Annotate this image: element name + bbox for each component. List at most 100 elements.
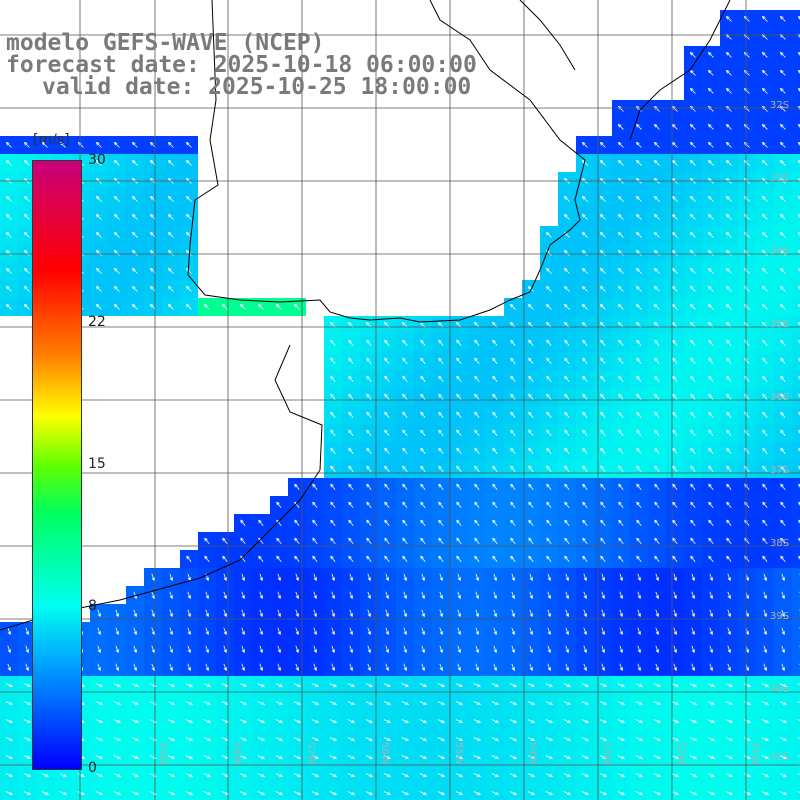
wind-arrow bbox=[23, 267, 30, 274]
wind-arrow bbox=[348, 429, 354, 436]
wind-arrow bbox=[457, 573, 461, 582]
wind-arrow bbox=[437, 773, 445, 778]
wind-arrow bbox=[545, 773, 553, 778]
wind-cell bbox=[792, 568, 800, 586]
wind-arrow bbox=[528, 537, 534, 544]
wind-arrow bbox=[312, 519, 318, 526]
wind-arrow bbox=[780, 483, 786, 490]
wind-arrow bbox=[708, 393, 714, 400]
wind-arrow bbox=[527, 755, 535, 760]
wind-arrow bbox=[491, 755, 499, 760]
wind-arrow bbox=[564, 411, 570, 418]
wind-arrow bbox=[241, 573, 245, 582]
wind-arrow bbox=[240, 537, 246, 544]
wind-arrow bbox=[743, 249, 750, 256]
wind-arrow bbox=[545, 285, 552, 292]
wind-arrow bbox=[600, 429, 606, 436]
wind-arrow bbox=[779, 87, 786, 94]
wind-arrow bbox=[439, 663, 443, 672]
wind-arrow bbox=[527, 303, 534, 310]
wind-arrow bbox=[761, 683, 769, 688]
wind-arrow bbox=[5, 701, 13, 706]
wind-arrow bbox=[689, 213, 696, 220]
wind-arrow bbox=[671, 701, 679, 706]
wind-arrow bbox=[403, 627, 407, 636]
wind-arrow bbox=[456, 393, 462, 400]
wind-arrow bbox=[456, 357, 462, 364]
wind-arrow bbox=[131, 719, 139, 724]
wind-arrow bbox=[599, 249, 606, 256]
wind-arrow bbox=[636, 393, 642, 400]
wind-arrow bbox=[545, 303, 552, 310]
wind-cell bbox=[414, 784, 432, 800]
wind-arrow bbox=[653, 737, 661, 742]
wind-arrow bbox=[475, 573, 479, 582]
wind-arrow bbox=[563, 755, 571, 760]
wind-arrow bbox=[475, 609, 479, 618]
wind-arrow bbox=[239, 719, 247, 724]
wind-arrow bbox=[384, 357, 390, 364]
wind-arrow bbox=[77, 791, 85, 796]
wind-arrow bbox=[187, 645, 191, 654]
wind-arrow bbox=[690, 429, 696, 436]
wind-arrow bbox=[743, 285, 750, 292]
wind-arrow bbox=[797, 285, 800, 290]
wind-arrow bbox=[762, 375, 768, 382]
wind-arrow bbox=[493, 645, 497, 654]
wind-arrow bbox=[671, 755, 679, 760]
wind-arrow bbox=[689, 755, 697, 760]
wind-arrow bbox=[673, 663, 677, 672]
wind-cell bbox=[792, 496, 800, 514]
wind-arrow bbox=[654, 339, 660, 346]
wind-arrow bbox=[671, 213, 678, 220]
colorbar bbox=[32, 160, 82, 770]
wind-arrow bbox=[5, 267, 12, 274]
wind-arrow bbox=[547, 591, 551, 600]
wind-arrow bbox=[581, 141, 588, 148]
coastline bbox=[187, 0, 586, 323]
wind-arrow bbox=[420, 483, 426, 490]
wind-arrow bbox=[601, 573, 605, 582]
wind-arrow bbox=[330, 501, 336, 508]
wind-arrow bbox=[167, 719, 175, 724]
wind-arrow bbox=[293, 755, 301, 760]
wind-arrow bbox=[708, 555, 714, 562]
wind-arrow bbox=[456, 465, 462, 472]
wind-arrow bbox=[439, 627, 443, 636]
wind-arrow bbox=[599, 791, 607, 796]
wind-arrow bbox=[653, 303, 660, 310]
wind-arrow bbox=[456, 411, 462, 418]
wind-arrow bbox=[797, 701, 800, 703]
wind-arrow bbox=[707, 123, 714, 130]
wind-arrow bbox=[311, 755, 319, 760]
wind-cell bbox=[594, 784, 612, 800]
wind-arrow bbox=[509, 755, 517, 760]
wind-arrow bbox=[293, 773, 301, 778]
wind-arrow bbox=[257, 773, 265, 778]
wind-arrow bbox=[257, 683, 265, 688]
wind-arrow bbox=[655, 627, 659, 636]
wind-arrow bbox=[5, 159, 12, 166]
wind-arrow bbox=[95, 195, 102, 202]
wind-arrow bbox=[779, 755, 787, 760]
wind-arrow bbox=[203, 719, 211, 724]
wind-arrow bbox=[617, 773, 625, 778]
wind-arrow bbox=[599, 683, 607, 688]
wind-arrow bbox=[275, 773, 283, 778]
wind-arrow bbox=[241, 609, 245, 618]
wind-cell bbox=[666, 784, 684, 800]
wind-arrow bbox=[529, 645, 533, 654]
wind-arrow bbox=[475, 591, 479, 600]
wind-arrow bbox=[744, 483, 750, 490]
wind-cell bbox=[630, 784, 648, 800]
wind-arrow bbox=[311, 701, 319, 706]
wind-arrow bbox=[779, 303, 786, 310]
wind-arrow bbox=[95, 141, 102, 148]
wind-arrow bbox=[582, 501, 588, 508]
wind-arrow bbox=[473, 701, 481, 706]
wind-arrow bbox=[7, 645, 11, 654]
lat-label: 33S bbox=[770, 173, 790, 184]
wind-arrow bbox=[779, 683, 787, 688]
wind-arrow bbox=[726, 447, 732, 454]
wind-arrow bbox=[726, 375, 732, 382]
